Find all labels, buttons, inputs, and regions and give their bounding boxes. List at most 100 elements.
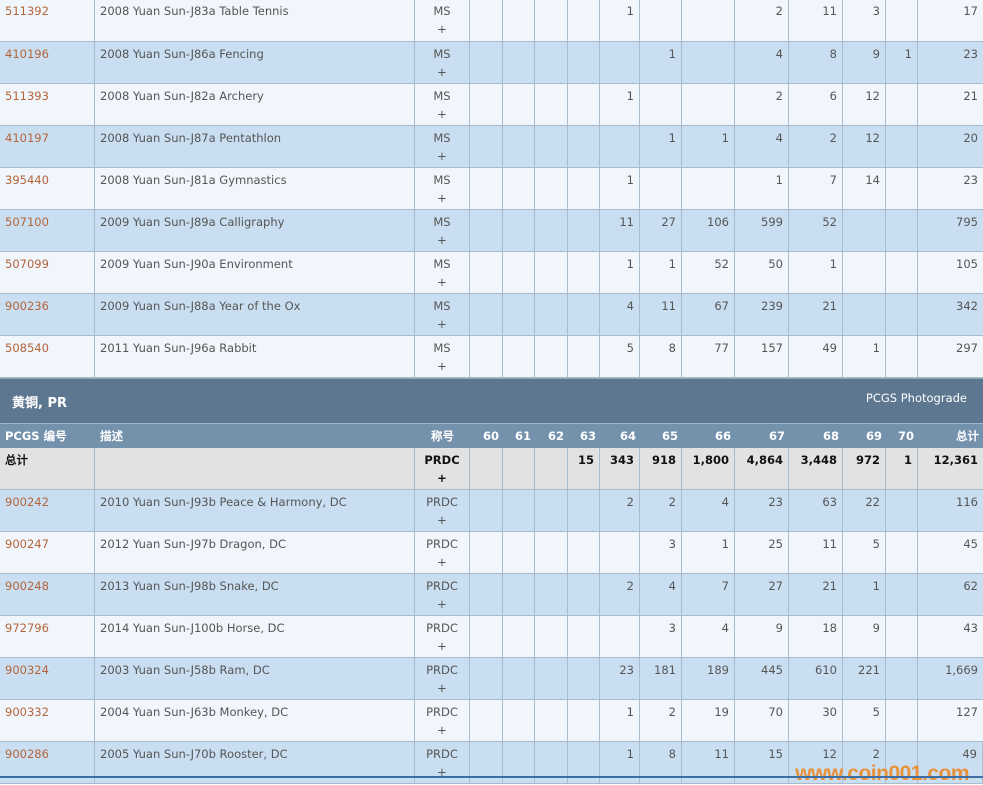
grade-62-count	[535, 336, 568, 377]
expand-plus-icon[interactable]: +	[437, 317, 447, 331]
pcgs-number-link[interactable]: 410197	[0, 126, 95, 167]
grade-65-count: 8	[640, 742, 682, 783]
pcgs-photograde-link[interactable]: PCGS Photograde	[865, 391, 967, 405]
grade-61-count	[503, 336, 535, 377]
col-header-grade-64[interactable]: 64	[619, 429, 636, 443]
pr-population-table: 总计 PRDC +15 343 918 1,800 4,864 3,448 972 1 12,361…	[0, 448, 983, 784]
grade-66-count	[682, 42, 735, 83]
pcgs-number-link[interactable]: 900242	[0, 490, 95, 531]
grade-65-count: 3	[640, 616, 682, 657]
grade-67-count: 27	[735, 574, 789, 615]
grade-64-count: 1	[600, 84, 640, 125]
grade-65-count: 8	[640, 336, 682, 377]
pcgs-number-link[interactable]: 900324	[0, 658, 95, 699]
designation: PRDC	[426, 621, 458, 635]
col-header-grade-70[interactable]: 70	[897, 429, 914, 443]
expand-plus-icon[interactable]: +	[437, 597, 447, 611]
designation: MS	[433, 4, 451, 18]
col-header-total[interactable]: 总计	[956, 429, 979, 443]
pcgs-number-link[interactable]: 900248	[0, 574, 95, 615]
grade-65-count: 918	[640, 448, 682, 489]
expand-plus-icon[interactable]: +	[437, 275, 447, 289]
grade-66-count: 189	[682, 658, 735, 699]
expand-plus-icon[interactable]: +	[437, 765, 447, 779]
expand-plus-icon[interactable]: +	[437, 639, 447, 653]
pcgs-number-link[interactable]: 395440	[0, 168, 95, 209]
col-header-grade-69[interactable]: 69	[865, 429, 882, 443]
pcgs-number-link[interactable]: 900332	[0, 700, 95, 741]
grade-60-count	[470, 168, 503, 209]
pcgs-number-link[interactable]: 900286	[0, 742, 95, 783]
col-header-grade-65[interactable]: 65	[661, 429, 678, 443]
expand-plus-icon[interactable]: +	[437, 22, 447, 36]
total-count: 1,669	[945, 663, 978, 677]
grade-62-count	[535, 210, 568, 251]
grade-69-count: 9	[843, 616, 886, 657]
grade-63-count	[568, 490, 600, 531]
grade-66-count: 52	[682, 252, 735, 293]
grade-69-count	[843, 210, 886, 251]
section-header-brass-pr: 黄铜, PR PCGS Photograde	[0, 378, 983, 423]
description: 2010 Yuan Sun-J93b Peace & Harmony, DC	[95, 490, 415, 531]
col-header-grade-63[interactable]: 63	[579, 429, 596, 443]
col-header-description[interactable]: 描述	[100, 429, 123, 443]
pcgs-number-link[interactable]: 511393	[0, 84, 95, 125]
col-header-pcgs-number[interactable]: PCGS 编号	[5, 429, 67, 443]
col-header-grade-68[interactable]: 68	[822, 429, 839, 443]
grade-69-count: 1	[843, 574, 886, 615]
expand-plus-icon[interactable]: +	[437, 359, 447, 373]
pcgs-number-link[interactable]: 900236	[0, 294, 95, 335]
col-header-grade-67[interactable]: 67	[768, 429, 785, 443]
grade-69-count: 12	[843, 84, 886, 125]
total-count: 17	[963, 4, 978, 18]
grade-63-count	[568, 126, 600, 167]
pcgs-number-link[interactable]: 508540	[0, 336, 95, 377]
total-count: 127	[956, 705, 978, 719]
designation: PRDC	[424, 453, 460, 467]
grade-66-count: 19	[682, 700, 735, 741]
expand-plus-icon[interactable]: +	[437, 65, 447, 79]
grade-65-count	[640, 84, 682, 125]
expand-plus-icon[interactable]: +	[437, 513, 447, 527]
designation-cell: MS +	[415, 210, 470, 251]
grade-60-count	[470, 532, 503, 573]
pcgs-number-link[interactable]: 507100	[0, 210, 95, 251]
col-header-grade-61[interactable]: 61	[514, 429, 531, 443]
grade-61-count	[503, 700, 535, 741]
expand-plus-icon[interactable]: +	[437, 233, 447, 247]
pcgs-number-link[interactable]: 972796	[0, 616, 95, 657]
grade-68-count: 6	[789, 84, 843, 125]
grade-66-count: 77	[682, 336, 735, 377]
expand-plus-icon[interactable]: +	[437, 681, 447, 695]
expand-plus-icon[interactable]: +	[437, 471, 447, 485]
pcgs-number-link[interactable]: 507099	[0, 252, 95, 293]
expand-plus-icon[interactable]: +	[437, 149, 447, 163]
pcgs-number-link[interactable]: 900247	[0, 532, 95, 573]
grade-66-count	[682, 84, 735, 125]
expand-plus-icon[interactable]: +	[437, 723, 447, 737]
designation: MS	[433, 173, 451, 187]
grade-68-count: 18	[789, 616, 843, 657]
grade-65-count: 4	[640, 574, 682, 615]
grade-68-count: 11	[789, 0, 843, 41]
grade-70-count	[886, 252, 918, 293]
pcgs-number-link[interactable]: 410196	[0, 42, 95, 83]
grade-65-count: 2	[640, 490, 682, 531]
total-count: 62	[963, 579, 978, 593]
expand-plus-icon[interactable]: +	[437, 191, 447, 205]
designation: PRDC	[426, 663, 458, 677]
grade-60-count	[470, 126, 503, 167]
grade-61-count	[503, 574, 535, 615]
grade-68-count: 49	[789, 336, 843, 377]
col-header-designation[interactable]: 称号	[431, 429, 454, 443]
grade-68-count: 11	[789, 532, 843, 573]
expand-plus-icon[interactable]: +	[437, 555, 447, 569]
pcgs-number-link[interactable]: 511392	[0, 0, 95, 41]
grade-64-count: 343	[600, 448, 640, 489]
col-header-grade-62[interactable]: 62	[547, 429, 564, 443]
grade-63-count	[568, 0, 600, 41]
col-header-grade-60[interactable]: 60	[482, 429, 499, 443]
col-header-grade-66[interactable]: 66	[714, 429, 731, 443]
expand-plus-icon[interactable]: +	[437, 107, 447, 121]
grade-61-count	[503, 252, 535, 293]
